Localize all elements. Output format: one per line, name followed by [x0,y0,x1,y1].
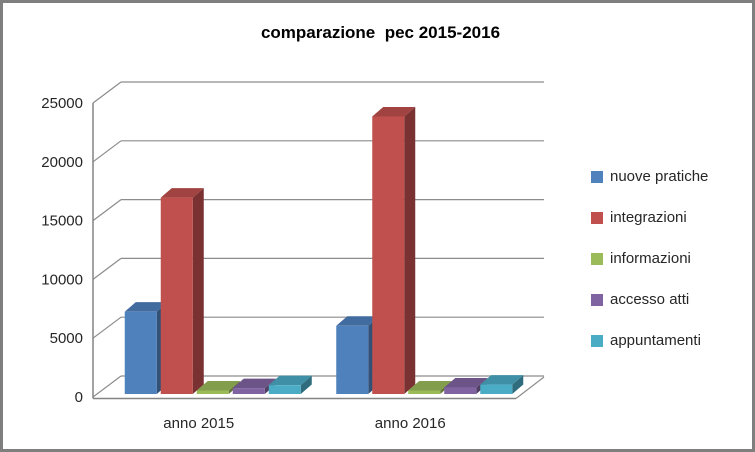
gridline-tick-connector [92,257,122,280]
bar-front-face [196,390,229,394]
legend-swatch-nuove-pratiche [591,170,603,183]
legend-swatch-informazioni [591,252,603,265]
x-axis-category-label: anno 2015 [163,415,234,432]
legend-swatch-integrazioni [591,211,603,224]
gridline-tick-connector [92,375,122,398]
bar-top-face [372,106,416,117]
bar-front-face [124,311,157,394]
bar-side-face [300,375,312,394]
floor-right-edge [515,376,545,399]
legend-label: appuntamenti [610,332,701,349]
legend-label: informazioni [610,250,691,267]
legend-item-accesso-atti: accesso atti [591,292,708,307]
bar-top-face [124,302,168,312]
bar-top-face [444,378,488,388]
y-axis-tick-label: 15000 [41,213,83,230]
bar-side-face [404,106,416,395]
plot-area: 0 5000 10000 15000 20000 25000 anno 2015 anno 2… [41,81,545,432]
legend-swatch-accesso-atti [591,293,603,306]
bar-nuove-pratiche-anno-2016 [336,316,380,394]
legend: nuove pratiche integrazioni informazioni ac… [591,169,708,348]
legend-item-nuove-pratiche: nuove pratiche [591,169,708,184]
legend-label: nuove pratiche [610,168,709,185]
bar-front-face [408,390,441,394]
bar-front-face [480,384,513,394]
y-axis-tick-label: 20000 [41,154,83,171]
legend-swatch-appuntamenti [591,334,603,347]
bar-top-face [408,380,452,391]
bar-top-face [160,188,204,198]
legend-item-appuntamenti: appuntamenti [591,333,708,348]
bar-front-face [232,388,265,394]
gridline-tick-connector [92,140,122,163]
bar-side-face [192,188,204,394]
y-axis-tick-label: 5000 [50,330,83,347]
bar-front-face [336,325,369,394]
bar-front-face [268,385,301,394]
gridline-tick-connector [92,316,122,339]
chart-title: comparazione pec 2015-2016 [260,23,501,42]
bar-side-face [512,375,524,394]
bar-top-face [232,378,276,389]
bar-appuntamenti-anno-2016 [480,375,524,394]
bar-integrazioni-anno-2016 [372,106,416,395]
y-axis-tick-label: 25000 [41,95,83,112]
gridline-tick-connector [92,199,122,222]
bar-front-face [160,197,193,394]
bar-front-face [372,116,405,395]
bar-top-face [268,375,312,386]
bar-integrazioni-anno-2015 [160,188,204,394]
legend-label: accesso atti [610,291,690,308]
y-axis-tick-label: 10000 [41,271,83,288]
bar-top-face [480,375,524,385]
bar-top-face [196,380,240,391]
legend-item-informazioni: informazioni [591,251,708,266]
x-axis-category-label: anno 2016 [375,415,446,432]
gridline-tick-connector [92,81,122,104]
legend-item-integrazioni: integrazioni [591,210,708,225]
y-axis-tick-label: 0 [75,389,83,406]
bar-front-face [444,387,477,394]
bar-top-face [336,316,380,326]
bar-appuntamenti-anno-2015 [268,375,312,394]
legend-label: integrazioni [610,209,687,226]
